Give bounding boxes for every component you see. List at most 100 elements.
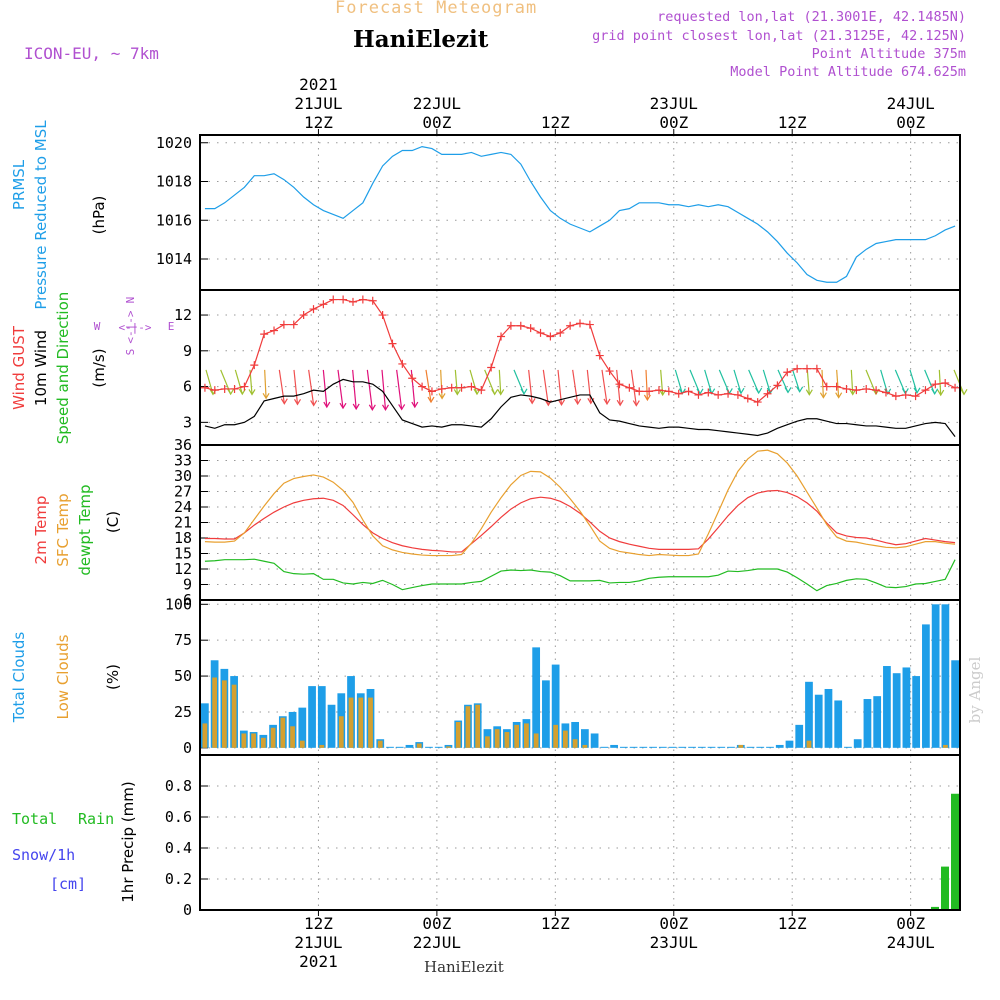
- wind-ylabel-gust: Wind GUST: [10, 325, 28, 410]
- wind-arrow-head: [310, 400, 318, 407]
- total-cloud-bar: [892, 673, 901, 748]
- wind-gust-marker: [447, 383, 456, 392]
- time-label-top: 00Z: [896, 113, 925, 132]
- wind-direction-arrow: [381, 369, 390, 411]
- wind-gust-marker: [931, 380, 940, 389]
- wind-gust-marker: [200, 383, 209, 392]
- total-cloud-bar: [717, 746, 726, 748]
- low-cloud-bar: [475, 704, 481, 748]
- low-cloud-bar: [260, 737, 266, 748]
- wind-direction-arrow: [293, 369, 302, 406]
- pressure-unit: (hPa): [90, 196, 108, 235]
- total-cloud-bar: [395, 746, 404, 748]
- wind-direction-arrow: [366, 369, 376, 411]
- wind-gust-marker: [576, 319, 584, 328]
- wind-ylabel-10m: 10m Wind: [32, 330, 50, 406]
- wind-ylabel-speed-dir: Speed and Direction: [54, 292, 72, 445]
- time-label-top: 23JUL: [650, 94, 698, 113]
- wind-arrow-shaft: [630, 369, 637, 406]
- wind-direction-arrow: [572, 369, 582, 406]
- low-cloud-bar: [455, 721, 461, 748]
- low-cloud-bar: [553, 724, 559, 748]
- time-label-bottom: 00Z: [422, 914, 451, 933]
- wind-gust-marker: [388, 339, 397, 348]
- wind-arrow-shaft: [674, 369, 683, 394]
- total-cloud-bar: [551, 664, 560, 748]
- total-cloud-bar: [658, 746, 667, 748]
- total-cloud-bar: [922, 624, 930, 748]
- pressure-ylabel-msl: Pressure Reduced to MSL: [32, 120, 50, 310]
- total-cloud-bar: [853, 739, 862, 748]
- wind-gust-marker: [822, 382, 831, 391]
- total-cloud-bar: [571, 721, 579, 748]
- wind-gust-marker: [595, 351, 604, 360]
- low-cloud-bar: [280, 717, 286, 748]
- wind-arrow-shaft: [366, 369, 373, 410]
- wind-arrow-shaft: [689, 369, 701, 395]
- total-cloud-bar: [951, 660, 959, 748]
- total-cloud-bar: [639, 746, 648, 748]
- wind-arrow-shaft: [425, 369, 432, 403]
- time-label-top: 24JUL: [887, 94, 935, 113]
- low-cloud-bar: [465, 706, 471, 748]
- wind-gust-marker: [506, 321, 515, 330]
- wind-gust-marker: [240, 382, 249, 391]
- total-cloud-bar: [844, 746, 852, 748]
- wind-gust-marker: [704, 388, 713, 397]
- low-cloud-bar: [446, 746, 451, 748]
- time-label-bottom: 00Z: [659, 914, 688, 933]
- wind-arrow-head: [784, 387, 792, 394]
- wind-gust-marker: [319, 300, 328, 309]
- location-title: HaniElezit: [353, 26, 489, 53]
- wind-gust-marker: [654, 386, 663, 395]
- cloud-unit: (%): [104, 664, 122, 690]
- wind-gust-marker: [289, 320, 298, 329]
- wind-direction-arrow: [909, 369, 921, 394]
- wind-direction-arrow: [601, 369, 611, 406]
- wind-gust-marker: [842, 384, 851, 393]
- wind-arrow-head: [323, 401, 331, 409]
- wind-arrow-shaft: [806, 369, 810, 395]
- low-cloud-bar: [377, 740, 383, 748]
- wind-arrow-head: [849, 389, 857, 396]
- wind-gust-marker: [378, 311, 387, 320]
- y-tick-label: 6: [183, 591, 192, 609]
- wind-gust-marker: [615, 380, 624, 389]
- wind-gust-marker: [467, 382, 476, 391]
- rain-bar: [931, 906, 939, 910]
- wind-gust-marker: [348, 297, 357, 306]
- wind-gust-marker: [270, 326, 279, 335]
- wind-direction-arrow: [484, 369, 499, 396]
- wind-arrow-head: [368, 404, 376, 411]
- low-cloud-bar: [416, 743, 422, 748]
- y-tick-label: 1014: [156, 250, 192, 268]
- wind-direction-arrow: [497, 369, 505, 396]
- time-label-top: 2021: [299, 75, 338, 94]
- y-tick-label: 0.6: [165, 808, 192, 826]
- wind-arrow-head: [398, 404, 406, 411]
- wind-gust-marker: [487, 363, 496, 372]
- wind-gust-marker: [358, 295, 367, 304]
- low-cloud-bar: [358, 697, 364, 748]
- total-cloud-bar: [405, 744, 414, 748]
- low-cloud-bar: [338, 716, 344, 748]
- wind-direction-arrow: [220, 369, 235, 396]
- total-cloud-bar: [766, 746, 774, 748]
- wind-arrow-shaft: [836, 369, 840, 398]
- wind-direction-arrow: [425, 369, 435, 404]
- total-cloud-bar: [610, 744, 618, 748]
- y-tick-label: 12: [174, 560, 192, 578]
- y-tick-label: 30: [174, 467, 192, 485]
- wind-gust-marker: [674, 389, 683, 398]
- total-cloud-bar: [805, 681, 813, 748]
- total-cloud-bar: [386, 746, 394, 748]
- y-tick-label: 9: [183, 576, 192, 594]
- wind-gust-marker: [605, 367, 614, 376]
- total-cloud-bar: [902, 667, 911, 748]
- wind-arrow-head: [411, 401, 419, 409]
- compass-east: E: [168, 320, 175, 333]
- wind-arrow-head: [238, 388, 246, 396]
- forecast-title: Forecast Meteogram: [335, 0, 538, 18]
- wind-arrow-shaft: [542, 369, 549, 406]
- wind-arrow-shaft: [938, 369, 942, 396]
